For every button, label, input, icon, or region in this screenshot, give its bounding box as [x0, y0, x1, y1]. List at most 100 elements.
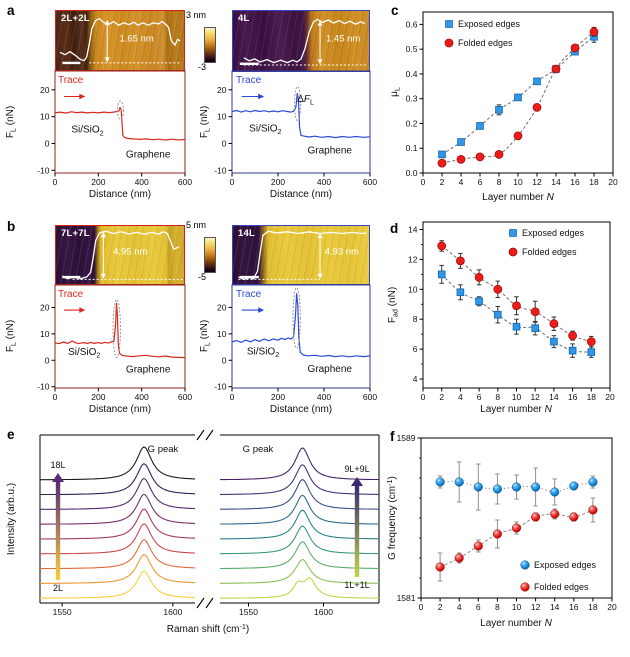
- data-point: [586, 337, 596, 347]
- region-label: Si/SiO2: [247, 346, 279, 359]
- data-point: [520, 560, 530, 570]
- y-tick-label: 0: [222, 355, 227, 365]
- axis-break-mark: [196, 429, 205, 441]
- top-layer-label: 9L+9L: [344, 464, 369, 474]
- y-tick-label: 10: [40, 112, 50, 122]
- step-height-label: 4.95 nm: [113, 246, 148, 258]
- trend-line: [439, 509, 594, 568]
- x-tick-label: 8: [497, 177, 502, 187]
- data-point: [438, 150, 446, 159]
- chart-trace_b_right: 0 200 400 600-1001020TraceSi/SiO2GrapheneDi…: [199, 284, 377, 415]
- chart-f: 0 2 4 6 8 10 12 14 16 18 20 1589 1581 Exposed edges Fo…: [385, 433, 617, 629]
- gpeak-label: G peak: [243, 444, 274, 455]
- peak-highlight-ellipse: [292, 287, 301, 349]
- legend-item-folded-edges: Folded edges: [508, 247, 577, 257]
- x-tick-label: 1550: [239, 607, 258, 617]
- x-tick-label: 600: [363, 392, 377, 402]
- x-tick-label: 18: [589, 177, 599, 187]
- data-point: [476, 122, 484, 130]
- peak-highlight-ellipse: [112, 299, 121, 359]
- trend-line: [441, 273, 592, 353]
- y-tick-label: 8: [413, 314, 418, 324]
- force-trace-line: [54, 106, 186, 141]
- y-tick-label: 0.2: [406, 118, 418, 128]
- afm-title: 2L+2L: [61, 13, 90, 24]
- x-tick-label: 0: [53, 392, 58, 402]
- colorbar-min-label: -5: [198, 272, 207, 282]
- legend-item-exposed-edges: Exposed edges: [445, 19, 521, 29]
- data-point: [456, 256, 465, 266]
- x-tick-label: 200: [271, 392, 285, 402]
- y-tick-label: -10: [37, 382, 50, 392]
- afm-overlay: [238, 230, 367, 281]
- step-height-label: 1.45 nm: [325, 33, 361, 45]
- y-axis-label: FL (nN): [5, 106, 18, 138]
- data-point: [588, 505, 598, 515]
- x-tick-label: 0: [421, 392, 426, 402]
- y-tick-label: 20: [217, 302, 227, 312]
- raman-spectrum-curve: [40, 570, 195, 599]
- region-label: Si/SiO2: [68, 347, 100, 360]
- x-tick-label: 1550: [53, 607, 72, 617]
- x-tick-label: 12: [531, 602, 541, 612]
- data-point: [456, 154, 466, 164]
- trace-direction-label: Trace: [58, 289, 84, 300]
- region-label: Graphene: [308, 364, 353, 375]
- axis-break-mark: [196, 597, 205, 609]
- panel-e-raman-spectra: 1550 1600 G peak 18L 2L 1550 1600 G peak 9L+9L 1L…: [0, 425, 392, 657]
- x-tick-label: 8: [495, 392, 500, 402]
- y-tick-label: 10: [40, 329, 50, 339]
- afm-image-4l: 4L 1.45 nm: [232, 10, 370, 72]
- y-axis-label: Fad (nN): [387, 287, 400, 323]
- data-point: [570, 43, 580, 53]
- x-tick-label: 20: [607, 602, 617, 612]
- data-point: [494, 150, 504, 159]
- data-point: [493, 284, 503, 294]
- legend-item-exposed-edges: Exposed edges: [509, 228, 585, 238]
- afm-image-7l-plus-7l: 7L+7L 4.95 nm: [55, 225, 185, 285]
- panel-a-right-force-trace: 0 200 400 600 -10 0 10 20 Trace Si/SiO2 Graphene ΔF…: [199, 60, 386, 210]
- data-point: [532, 102, 542, 112]
- step-height-label: 4.93 nm: [324, 246, 359, 258]
- x-axis-label: Layer number N: [480, 618, 552, 629]
- chart-e: 1550 1600 G peak 18L 2L 1550 1600 G peak 9L+9L 1L…: [6, 429, 380, 635]
- trend-line: [440, 481, 594, 493]
- y-tick-label: 10: [408, 284, 418, 294]
- trace-direction-label: Trace: [236, 75, 262, 86]
- trace-direction-label: Trace: [58, 75, 84, 86]
- afm-image-14l: 14L 4.93 nm: [232, 225, 370, 285]
- height-profile-line: [238, 230, 367, 281]
- data-point: [435, 562, 445, 572]
- panel-c-friction-chart: 0 2 4 6 8 10 12 14 16 18 20 0.0 0.1 0.2 0.3 0.4 0.5 0.6 Ex…: [385, 0, 630, 207]
- plot-frame: [54, 284, 186, 389]
- legend-item-exposed-edges: Exposed edges: [520, 560, 597, 570]
- y-tick-label: 0.0: [406, 168, 418, 178]
- data-point: [569, 512, 579, 522]
- data-point: [495, 106, 503, 114]
- legend-item-folded-edges: Folded edges: [444, 38, 513, 48]
- y-axis-label: Intensity (arb.u.): [6, 483, 17, 555]
- x-tick-label: 12: [532, 177, 542, 187]
- x-tick-label: 0: [230, 177, 235, 187]
- y-tick-label: 14: [408, 224, 418, 234]
- raman-spectrum-curve: [219, 494, 379, 525]
- data-point: [550, 487, 560, 497]
- series-folded-edges: [437, 240, 596, 348]
- chart-trace_b_left: 0 200 400 600-1001020TraceSi/SiO2GrapheneDi…: [5, 284, 192, 415]
- afm-overlay: [239, 18, 367, 66]
- data-point: [435, 477, 445, 487]
- data-point: [492, 529, 502, 539]
- trace-direction-label: Trace: [236, 289, 262, 300]
- raman-spectrum-curve: [219, 509, 379, 540]
- plot-frame: [54, 70, 186, 174]
- x-tick-label: 4: [457, 602, 462, 612]
- scale-bar: [239, 62, 259, 65]
- y-tick-label: 20: [40, 85, 50, 95]
- y-tick-label: 0: [45, 355, 50, 365]
- x-tick-label: 10: [512, 392, 522, 402]
- x-tick-label: 0: [230, 392, 235, 402]
- y-tick-label: 0.4: [406, 69, 418, 79]
- data-point: [514, 93, 522, 102]
- raman-spectrum-curve: [220, 447, 380, 481]
